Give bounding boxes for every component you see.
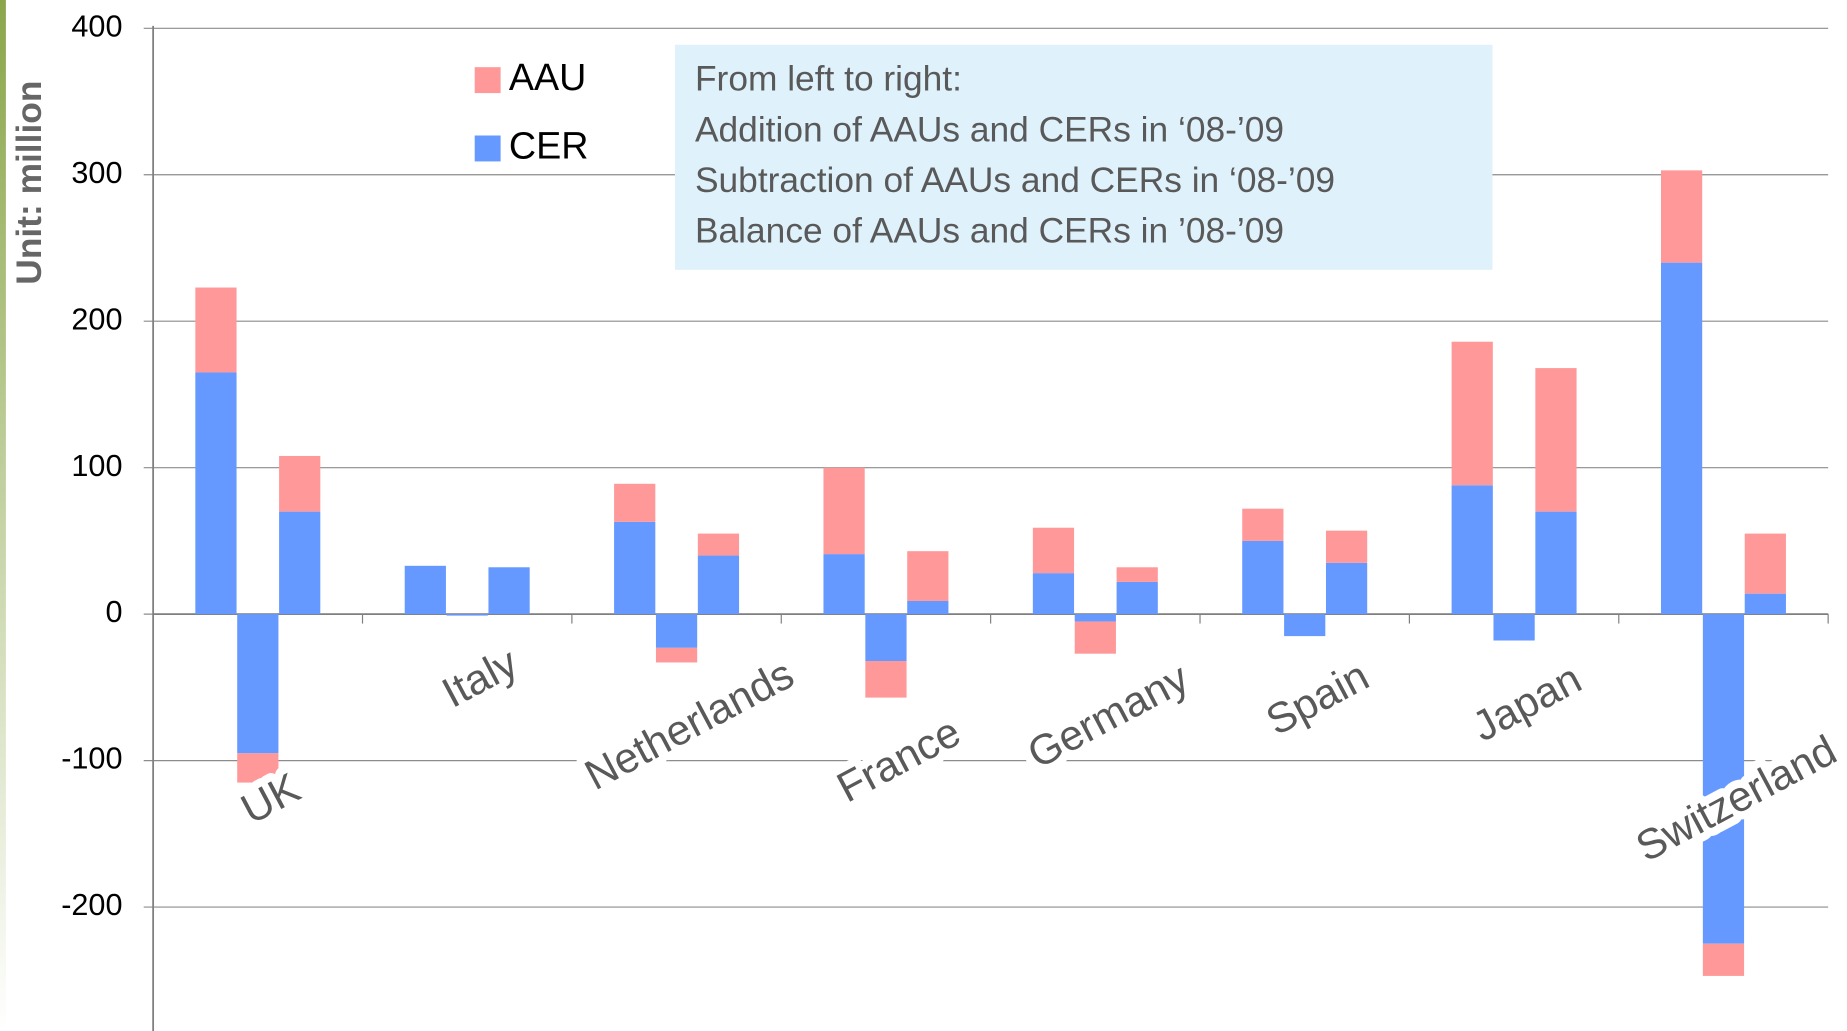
bars — [195, 170, 1786, 976]
x-tick-label: Netherlands — [577, 650, 801, 799]
bar-segment — [614, 521, 656, 615]
bar-segment — [907, 600, 949, 615]
annotation-box — [674, 44, 1493, 270]
y-tick-label: 300 — [71, 156, 122, 190]
annotation-line: Subtraction of AAUs and CERs in ‘08-’09 — [695, 161, 1335, 200]
bar-segment — [907, 551, 949, 601]
bar-segment — [655, 614, 698, 648]
bar-segment — [1116, 581, 1158, 615]
legend-swatch — [474, 135, 501, 162]
bar-segment — [1074, 614, 1116, 622]
bar-segment — [1451, 485, 1493, 615]
bar-segment — [1702, 614, 1745, 944]
bar-segment — [1744, 533, 1786, 594]
y-tick-label: 0 — [105, 595, 122, 629]
bar-segment — [195, 372, 237, 615]
bar-segment — [697, 555, 740, 615]
bar-segment — [1493, 614, 1535, 641]
bar-segment — [1032, 573, 1075, 615]
x-tick-label: Spain — [1258, 652, 1376, 744]
y-tick-label: -200 — [61, 888, 122, 922]
annotation: From left to right: Addition of AAUs and … — [695, 60, 1335, 251]
bar-segment — [1284, 614, 1326, 637]
y-axis-label: Unit: million — [10, 81, 49, 285]
x-tick-label: France — [829, 708, 968, 811]
bar-segment — [279, 511, 321, 615]
bar-segment — [655, 647, 698, 663]
bar-segment — [195, 287, 237, 373]
bar-segment — [1074, 621, 1116, 654]
legend-label: CER — [509, 124, 589, 166]
bar-segment — [823, 467, 865, 555]
bar-segment — [1702, 943, 1745, 976]
y-tick-label: 100 — [71, 449, 122, 483]
x-tick-label: Germany — [1020, 654, 1197, 778]
bar-segment — [1535, 511, 1577, 615]
legend-label: AAU — [509, 56, 586, 98]
bar-segment — [279, 455, 321, 512]
annotation-line: From left to right: — [695, 60, 962, 99]
bar-segment — [446, 614, 488, 616]
grid: -200 -100 0 100 200 300 400 — [61, 9, 1829, 922]
bar-segment — [1325, 530, 1368, 563]
x-tick-label: Japan — [1465, 655, 1589, 751]
x-tick-label: Italy — [434, 638, 525, 716]
y-tick-label: 200 — [71, 302, 122, 336]
bar-segment — [614, 483, 656, 522]
bar-segment — [1032, 527, 1075, 574]
bar-segment — [237, 753, 279, 783]
bar-segment — [1535, 368, 1577, 512]
bar-segment — [865, 614, 907, 662]
annotation-line: Balance of AAUs and CERs in ’08-’09 — [695, 212, 1284, 251]
bar-segment — [1744, 593, 1786, 615]
bar-segment — [1660, 170, 1703, 263]
legend-swatch — [474, 67, 501, 94]
bar-segment — [1325, 562, 1368, 615]
y-tick-label: 400 — [71, 9, 122, 43]
legend: AAU CER — [474, 56, 589, 166]
bar-segment — [1116, 567, 1158, 582]
y-tick-label: -100 — [61, 742, 122, 776]
side-strip — [0, 0, 6, 1031]
bar-segment — [488, 567, 530, 615]
bar-segment — [1660, 262, 1703, 615]
annotation-line: Addition of AAUs and CERs in ‘08-’09 — [695, 110, 1284, 149]
bar-segment — [237, 614, 279, 754]
bar-segment — [404, 565, 446, 615]
bar-segment — [865, 661, 907, 698]
bar-segment — [1451, 341, 1493, 486]
bar-segment — [1242, 540, 1284, 615]
bar-segment — [697, 533, 740, 556]
bar-segment — [823, 554, 865, 615]
bar-segment — [1242, 508, 1284, 541]
